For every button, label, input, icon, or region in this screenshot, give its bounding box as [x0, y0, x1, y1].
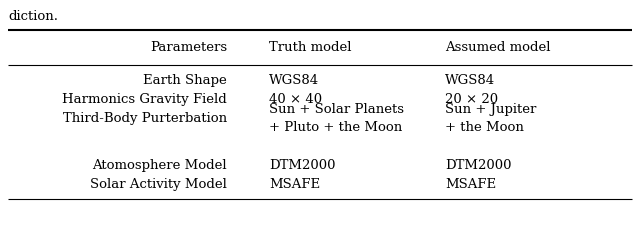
- Text: DTM2000: DTM2000: [445, 159, 511, 172]
- Text: MSAFE: MSAFE: [445, 178, 496, 191]
- Text: 20 × 20: 20 × 20: [445, 93, 498, 106]
- Text: Third-Body Purterbation: Third-Body Purterbation: [63, 112, 227, 125]
- Text: Sun + Jupiter
+ the Moon: Sun + Jupiter + the Moon: [445, 103, 536, 134]
- Text: Truth model: Truth model: [269, 41, 351, 54]
- Text: Sun + Solar Planets
+ Pluto + the Moon: Sun + Solar Planets + Pluto + the Moon: [269, 103, 404, 134]
- Text: Assumed model: Assumed model: [445, 41, 550, 54]
- Text: Earth Shape: Earth Shape: [143, 74, 227, 87]
- Text: Parameters: Parameters: [150, 41, 227, 54]
- Text: diction.: diction.: [8, 10, 58, 23]
- Text: MSAFE: MSAFE: [269, 178, 320, 191]
- Text: Solar Activity Model: Solar Activity Model: [90, 178, 227, 191]
- Text: DTM2000: DTM2000: [269, 159, 335, 172]
- Text: Harmonics Gravity Field: Harmonics Gravity Field: [63, 93, 227, 106]
- Text: 40 × 40: 40 × 40: [269, 93, 322, 106]
- Text: Atomosphere Model: Atomosphere Model: [93, 159, 227, 172]
- Text: WGS84: WGS84: [445, 74, 495, 87]
- Text: WGS84: WGS84: [269, 74, 319, 87]
